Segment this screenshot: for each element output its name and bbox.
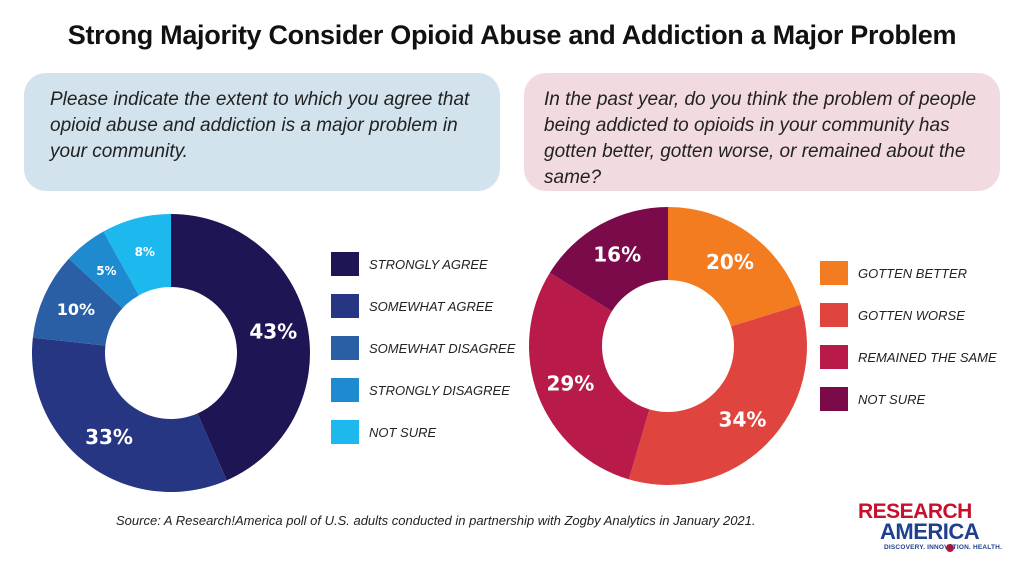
right-legend-label: NOT SURE <box>858 391 926 407</box>
research-america-logo: RESEARCH AMERICA DISCOVERY. INNOVATION. … <box>858 500 1002 560</box>
right-legend: GOTTEN BETTER GOTTEN WORSE REMAINED THE SA… <box>820 252 997 420</box>
left-slice-label: 8% <box>135 245 155 259</box>
right-legend-label: GOTTEN BETTER <box>858 265 968 281</box>
left-donut-chart: 43% 33% 10% 5% 8% <box>31 214 311 492</box>
right-slice-label: 29% <box>546 371 594 395</box>
left-legend-item: NOT SURE <box>331 411 515 453</box>
right-slice-label: 20% <box>706 250 754 274</box>
left-legend-label: STRONGLY AGREE <box>369 256 488 272</box>
left-slice-label: 33% <box>85 425 133 449</box>
left-legend-swatch <box>331 294 359 318</box>
left-legend-item: SOMEWHAT DISAGREE <box>331 327 515 369</box>
right-slice-label: 16% <box>593 243 641 267</box>
left-legend-swatch <box>331 378 359 402</box>
left-slice-not-sure <box>103 214 171 296</box>
right-legend-item: GOTTEN WORSE <box>820 294 997 336</box>
right-donut-chart: 20% 34% 29% 16% <box>529 207 807 485</box>
right-legend-item: REMAINED THE SAME <box>820 336 997 378</box>
left-legend-label: SOMEWHAT AGREE <box>369 298 494 314</box>
right-legend-swatch <box>820 261 848 285</box>
logo-line2: AMERICA <box>880 519 980 544</box>
left-legend-label: SOMEWHAT DISAGREE <box>369 340 516 356</box>
right-legend-label: REMAINED THE SAME <box>858 349 997 365</box>
left-slice-label: 10% <box>57 300 95 319</box>
left-legend-swatch <box>331 252 359 276</box>
left-legend-item: STRONGLY DISAGREE <box>331 369 515 411</box>
right-legend-item: GOTTEN BETTER <box>820 252 997 294</box>
left-slice-label: 43% <box>249 320 297 344</box>
right-legend-swatch <box>820 303 848 327</box>
right-legend-label: GOTTEN WORSE <box>858 307 965 323</box>
right-slice-remained-the-same <box>529 272 650 480</box>
left-slice-label: 5% <box>96 264 116 278</box>
chart-title: Strong Majority Consider Opioid Abuse an… <box>67 20 957 50</box>
left-question-box: Please indicate the extent to which you … <box>24 73 500 191</box>
left-slice-somewhat-agree <box>31 337 227 492</box>
right-question-text: In the past year, do you think the probl… <box>544 89 977 188</box>
left-legend-label: STRONGLY DISAGREE <box>369 382 510 398</box>
left-question-text: Please indicate the extent to which you … <box>50 89 470 162</box>
right-slice-label: 34% <box>719 407 767 431</box>
left-slice-strongly-disagree <box>68 231 139 309</box>
right-question-box: In the past year, do you think the probl… <box>524 73 1000 191</box>
left-legend-item: SOMEWHAT AGREE <box>331 285 515 327</box>
right-slice-gotten-worse <box>628 304 807 485</box>
left-slice-strongly-agree <box>171 214 311 481</box>
source-note: Source: A Research!America poll of U.S. … <box>116 513 756 528</box>
logo-tagline: DISCOVERY. INNOVATION. HEALTH. <box>884 544 1003 551</box>
left-legend-label: NOT SURE <box>369 424 437 440</box>
left-legend-swatch <box>331 336 359 360</box>
left-legend-item: STRONGLY AGREE <box>331 243 515 285</box>
left-legend-swatch <box>331 420 359 444</box>
right-slice-gotten-better <box>668 207 801 327</box>
logo-dot <box>946 544 954 552</box>
right-legend-swatch <box>820 345 848 369</box>
right-legend-item: NOT SURE <box>820 378 997 420</box>
right-slice-not-sure <box>549 207 668 312</box>
left-legend: STRONGLY AGREE SOMEWHAT AGREE SOMEWHAT DIS… <box>331 243 515 453</box>
left-slice-somewhat-disagree <box>32 258 123 346</box>
right-legend-swatch <box>820 387 848 411</box>
logo-line1: RESEARCH <box>858 500 972 523</box>
